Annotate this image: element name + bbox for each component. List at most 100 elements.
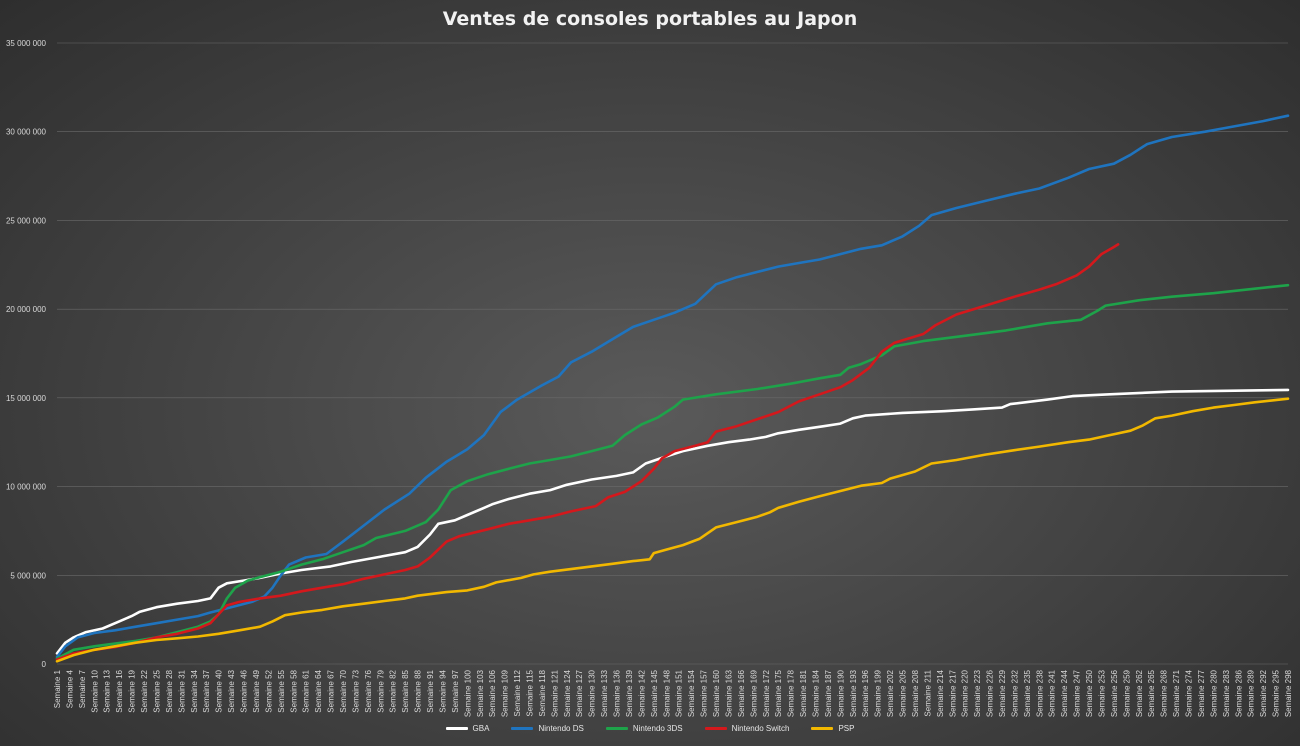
x-tick-label: Semaine 262: [1135, 669, 1144, 717]
x-tick-label: Semaine 151: [675, 669, 684, 717]
x-tick-label: Semaine 295: [1272, 669, 1281, 717]
x-tick-label: Semaine 130: [588, 669, 597, 717]
series-line-nintendo-3ds: [55, 283, 1290, 660]
legend-swatch: [511, 727, 534, 730]
x-tick-label: Semaine 91: [426, 669, 435, 712]
y-tick-label: 0: [42, 660, 47, 669]
x-tick-label: Semaine 283: [1222, 669, 1231, 717]
x-tick-label: Semaine 31: [177, 669, 186, 712]
x-tick-label: Semaine 34: [190, 669, 199, 712]
x-tick-label: Semaine 67: [327, 669, 336, 712]
x-tick-label: Semaine 238: [1035, 669, 1044, 717]
legend-label: GBA: [472, 724, 490, 733]
x-tick-label: Semaine 292: [1259, 669, 1268, 717]
x-tick-label: Semaine 10: [90, 669, 99, 712]
x-tick-label: Semaine 19: [128, 669, 137, 712]
x-tick-label: Semaine 112: [513, 669, 522, 716]
x-tick-label: Semaine 154: [687, 669, 696, 717]
x-tick-label: Semaine 235: [1023, 669, 1032, 717]
legend-swatch: [811, 727, 834, 730]
x-tick-label: Semaine 73: [351, 669, 360, 712]
x-tick-label: Semaine 4: [65, 669, 74, 708]
x-tick-label: Semaine 166: [737, 669, 746, 717]
x-tick-label: Semaine 169: [749, 669, 758, 717]
x-tick-label: Semaine 100: [463, 669, 472, 717]
x-tick-label: Semaine 196: [861, 669, 870, 717]
x-tick-label: Semaine 157: [700, 669, 709, 717]
x-tick-label: Semaine 199: [874, 669, 883, 717]
x-tick-label: Semaine 40: [215, 669, 224, 712]
x-tick-label: Semaine 70: [339, 669, 348, 712]
legend-label: Nintendo 3DS: [632, 724, 683, 733]
x-tick-label: Semaine 268: [1160, 669, 1169, 717]
y-tick-label: 30 000 000: [6, 128, 47, 137]
x-tick-label: Semaine 175: [774, 669, 783, 717]
x-tick-label: Semaine 280: [1209, 669, 1218, 717]
series-line-nintendo-ds: [55, 114, 1290, 659]
x-tick-label: Semaine 184: [811, 669, 820, 717]
x-tick-label: Semaine 217: [948, 669, 957, 717]
x-tick-label: Semaine 121: [550, 669, 559, 717]
x-tick-label: Semaine 139: [625, 669, 634, 717]
x-tick-label: Semaine 22: [140, 669, 149, 712]
x-tick-label: Semaine 88: [414, 669, 423, 712]
x-tick-label: Semaine 46: [240, 669, 249, 712]
legend-item: GBA: [445, 724, 490, 733]
x-tick-label: Semaine 64: [314, 669, 323, 712]
x-axis-ticks: Semaine 1 Semaine 4 Semaine 7 Semaine 10 Sem…: [53, 669, 1293, 717]
x-tick-label: Semaine 106: [488, 669, 497, 717]
y-tick-label: 5 000 000: [10, 571, 46, 580]
x-tick-label: Semaine 124: [563, 669, 572, 717]
y-axis-ticks: 0 5 000 000 10 000 000 15 000 000 20 000 000…: [6, 39, 47, 669]
legend-label: Nintendo Switch: [731, 724, 790, 733]
x-tick-label: Semaine 244: [1060, 669, 1069, 717]
legend-item: PSP: [811, 724, 854, 733]
x-tick-label: Semaine 181: [799, 669, 808, 717]
x-tick-label: Semaine 160: [712, 669, 721, 717]
x-tick-label: Semaine 277: [1197, 669, 1206, 717]
x-tick-label: Semaine 223: [973, 669, 982, 717]
y-tick-label: 35 000 000: [6, 39, 47, 48]
x-tick-label: Semaine 250: [1085, 669, 1094, 717]
x-tick-label: Semaine 79: [376, 669, 385, 712]
x-tick-label: Semaine 187: [824, 669, 833, 717]
gridlines: [57, 42, 1288, 665]
x-tick-label: Semaine 256: [1110, 669, 1119, 717]
legend-swatch: [704, 727, 727, 730]
x-tick-label: Semaine 58: [289, 669, 298, 712]
x-tick-label: Semaine 214: [936, 669, 945, 717]
x-tick-label: Semaine 286: [1234, 669, 1243, 717]
x-tick-label: Semaine 127: [575, 669, 584, 717]
x-tick-label: Semaine 178: [787, 669, 796, 717]
x-tick-label: Semaine 208: [911, 669, 920, 717]
x-tick-label: Semaine 76: [364, 669, 373, 712]
series-line-nintendo-switch: [55, 243, 1120, 661]
x-tick-label: Semaine 7: [78, 669, 87, 708]
x-tick-label: Semaine 61: [302, 669, 311, 712]
x-tick-label: Semaine 37: [202, 669, 211, 712]
x-tick-label: Semaine 145: [650, 669, 659, 717]
x-tick-label: Semaine 85: [401, 669, 410, 712]
x-tick-label: Semaine 172: [762, 669, 771, 717]
x-tick-label: Semaine 49: [252, 669, 261, 712]
x-tick-label: Semaine 115: [526, 669, 535, 716]
x-tick-label: Semaine 193: [849, 669, 858, 717]
x-tick-label: Semaine 103: [476, 669, 485, 717]
x-tick-label: Semaine 109: [501, 669, 510, 717]
series-line-gba: [55, 388, 1290, 655]
x-tick-label: Semaine 52: [264, 669, 273, 712]
x-tick-label: Semaine 226: [986, 669, 995, 717]
legend-swatch: [445, 727, 468, 730]
legend-label: PSP: [838, 724, 855, 733]
legend-item: Nintendo DS: [511, 724, 584, 733]
x-tick-label: Semaine 241: [1048, 669, 1057, 717]
x-tick-label: Semaine 1: [53, 669, 62, 708]
legend: GBA Nintendo DS Nintendo 3DS Nintendo Switc…: [0, 724, 1300, 733]
x-tick-label: Semaine 118: [538, 669, 547, 716]
x-tick-label: Semaine 274: [1185, 669, 1194, 717]
x-tick-label: Semaine 271: [1172, 669, 1181, 717]
x-tick-label: Semaine 211: [923, 669, 932, 716]
x-tick-label: Semaine 205: [899, 669, 908, 717]
x-tick-label: Semaine 136: [613, 669, 622, 717]
